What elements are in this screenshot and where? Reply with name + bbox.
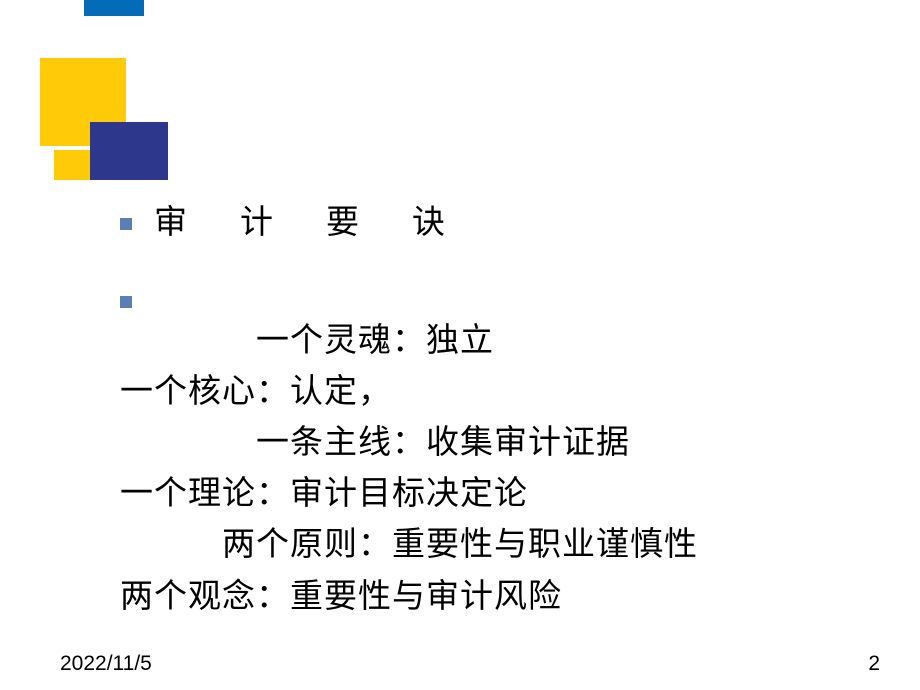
deco-shape-4 xyxy=(54,150,90,180)
footer-page-number: 2 xyxy=(868,652,880,676)
slide-footer: 2022/11/5 2 xyxy=(0,652,920,676)
footer-date: 2022/11/5 xyxy=(60,652,152,676)
bullet-item xyxy=(120,278,880,308)
bullet-marker xyxy=(120,296,132,308)
bullet-text: 审 计 要 诀 xyxy=(154,200,455,248)
body-text: 一个灵魂：独立 一个核心：认定， 一条主线：收集审计证据 一个理论：审计目标决定… xyxy=(120,316,880,623)
bullet-item: 审 计 要 诀 xyxy=(120,200,880,248)
slide-content: 审 计 要 诀 一个灵魂：独立 一个核心：认定， 一条主线：收集审计证据 一个理… xyxy=(120,200,880,623)
deco-shape-1 xyxy=(84,0,144,16)
corner-decoration xyxy=(0,0,300,200)
bullet-marker xyxy=(120,218,132,230)
deco-shape-3 xyxy=(90,122,168,180)
